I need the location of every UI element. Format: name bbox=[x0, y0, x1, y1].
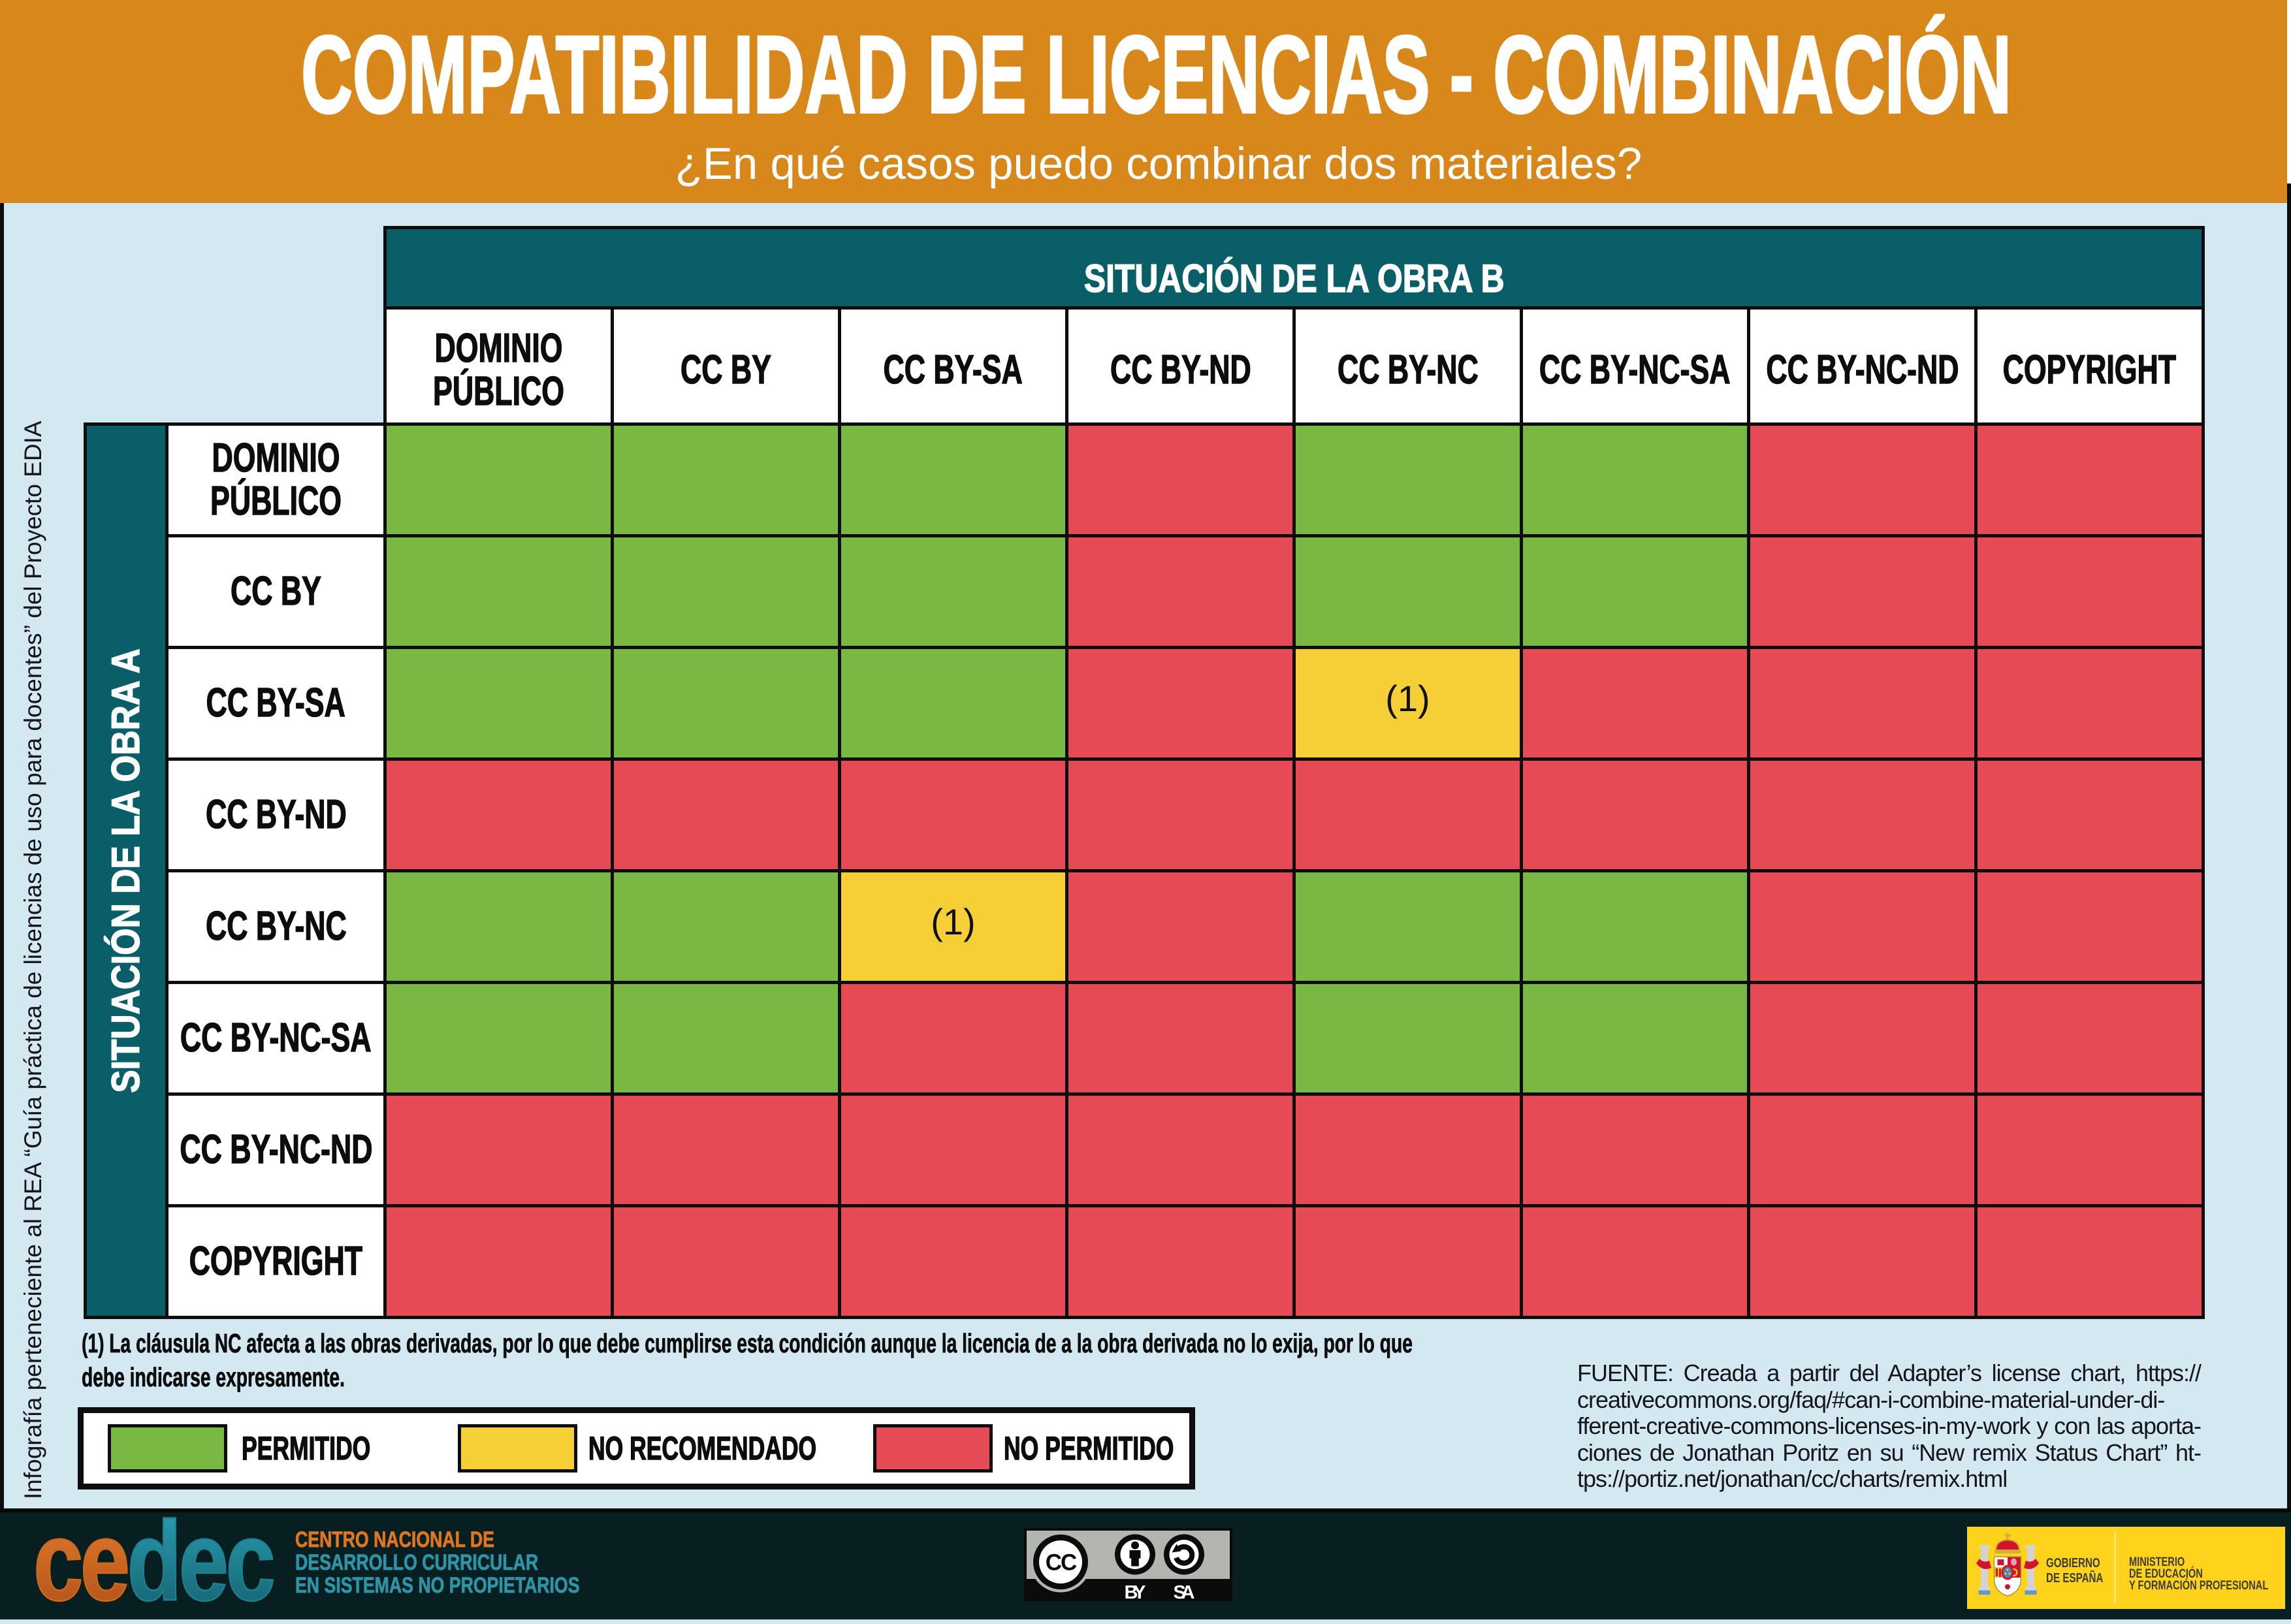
svg-text:Y FORMACIÓN PROFESIONAL: Y FORMACIÓN PROFESIONAL bbox=[2129, 1578, 2268, 1592]
svg-text:DE EDUCACIÓN: DE EDUCACIÓN bbox=[2129, 1567, 2203, 1580]
svg-text:CC: CC bbox=[1046, 1550, 1077, 1576]
svg-text:BY: BY bbox=[1125, 1582, 1146, 1601]
svg-text:GOBIERNO: GOBIERNO bbox=[2046, 1555, 2100, 1570]
svg-text:DE ESPAÑA: DE ESPAÑA bbox=[2046, 1570, 2104, 1585]
svg-text:SA: SA bbox=[1174, 1582, 1195, 1601]
svg-text:MINISTERIO: MINISTERIO bbox=[2129, 1555, 2185, 1568]
